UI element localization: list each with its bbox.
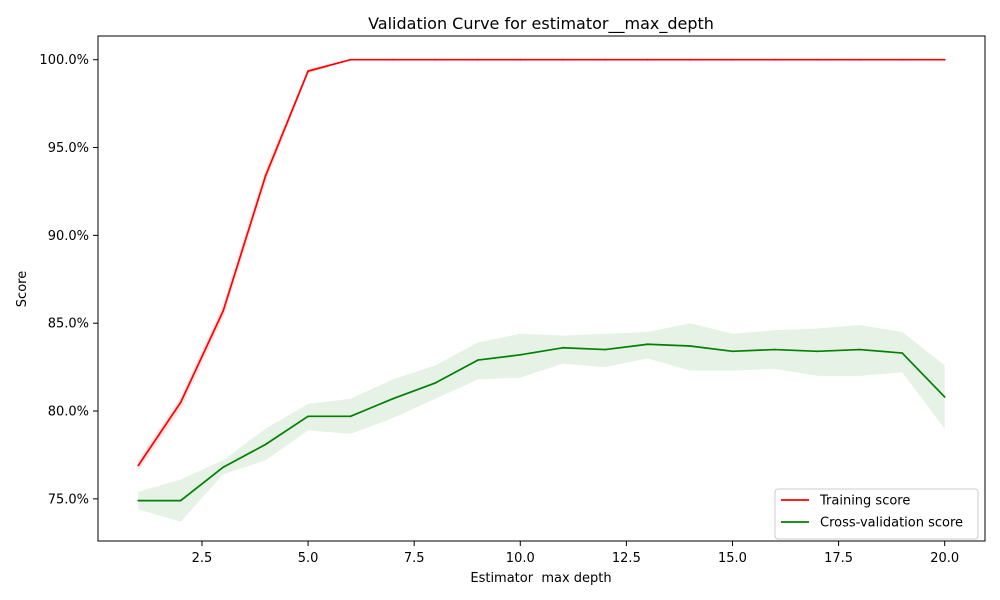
x-axis-label: Estimator max depth <box>470 571 611 586</box>
training-score-legend-label: Training score <box>819 494 910 509</box>
cross-validation-score-point <box>392 397 394 400</box>
chart-title: Validation Curve for estimator__max_dept… <box>368 14 714 34</box>
x-tick-label: 17.5 <box>824 551 853 566</box>
x-axis-ticks: 2.5 5.0 7.5 10.0 12.5 15.0 17.5 20.0 <box>192 541 959 566</box>
cross-validation-score-point <box>349 415 352 418</box>
training-score-point <box>137 464 140 467</box>
cross-validation-score-point <box>604 348 607 351</box>
plot-frame <box>97 35 986 542</box>
cross-validation-score-point <box>137 499 140 502</box>
y-axis-ticks: 75.0% 80.0% 85.0% 90.0% 95.0% 100.0% <box>39 53 98 507</box>
training-score-point <box>561 58 564 61</box>
cross-validation-score-point <box>646 343 649 346</box>
training-score-point <box>604 58 607 61</box>
legend: Training score Cross-validation score <box>774 488 979 540</box>
training-score-point <box>646 58 649 61</box>
y-tick-label: 85.0% <box>48 317 89 332</box>
y-axis-label: Score <box>15 271 30 307</box>
y-tick-label: 95.0% <box>48 141 89 156</box>
training-score-point <box>689 58 691 61</box>
cross-validation-score-point <box>222 466 225 469</box>
y-tick-label: 80.0% <box>48 405 89 420</box>
training-score-point <box>519 58 522 61</box>
cross-validation-score-point <box>774 348 776 351</box>
cross-validation-score-point <box>943 396 946 398</box>
training-score-line <box>137 58 945 466</box>
training-score-point <box>434 58 437 61</box>
series-lines <box>137 58 946 502</box>
cross-validation-score-legend-label: Cross-validation score <box>820 516 963 531</box>
cross-validation-score-point <box>689 345 691 347</box>
training-score-point <box>858 58 861 61</box>
training-score-point <box>816 58 819 61</box>
cross-validation-score-point <box>816 350 819 353</box>
cross-validation-score-point <box>264 443 267 446</box>
y-tick-label: 100.0% <box>39 53 89 68</box>
cross-validation-score-point <box>307 415 309 418</box>
x-tick-label: 7.5 <box>404 551 425 566</box>
cross-validation-score-point <box>731 350 734 353</box>
training-score-point <box>476 58 479 61</box>
training-score-point <box>392 58 394 61</box>
training-score-point <box>731 58 734 61</box>
cross-validation-score-point <box>476 359 479 361</box>
cross-validation-score-point <box>519 353 522 356</box>
training-score-point <box>943 58 946 61</box>
cross-validation-score-point <box>858 348 861 351</box>
training-score-point <box>264 174 267 177</box>
legend-box <box>774 488 979 540</box>
x-tick-label: 20.0 <box>930 551 959 566</box>
training-score-point <box>307 70 309 73</box>
cross-validation-score-point <box>179 499 182 502</box>
x-tick-label: 10.0 <box>506 551 535 566</box>
x-tick-label: 12.5 <box>612 551 641 566</box>
cross-validation-score-point <box>434 382 437 384</box>
training-score-point <box>179 401 182 404</box>
x-tick-label: 15.0 <box>718 551 747 566</box>
training-score-point <box>222 310 225 312</box>
y-tick-label: 90.0% <box>48 229 89 244</box>
x-tick-label: 2.5 <box>192 551 213 566</box>
training-score-point <box>349 58 352 61</box>
cross-validation-score-line <box>138 343 946 502</box>
training-score-point <box>774 58 776 61</box>
x-tick-label: 5.0 <box>298 551 319 566</box>
y-tick-label: 75.0% <box>48 492 89 507</box>
cross-validation-score-point <box>901 352 904 354</box>
training-score-point <box>901 58 904 61</box>
cross-validation-score-point <box>561 346 564 349</box>
